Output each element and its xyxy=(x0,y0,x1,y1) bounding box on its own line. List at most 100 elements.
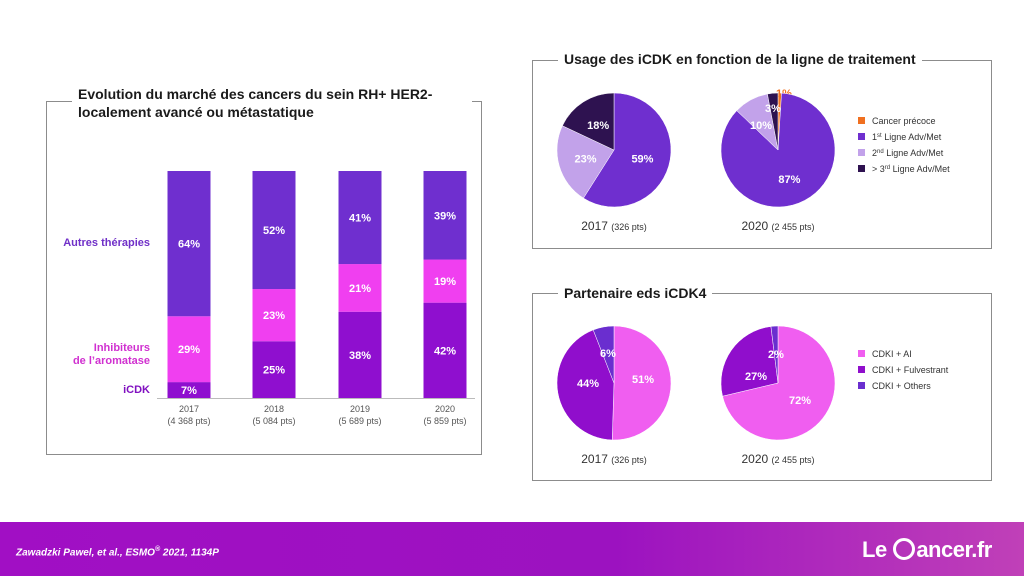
bar-segment xyxy=(423,259,467,303)
pie-caption-year: 2017 xyxy=(581,452,611,466)
bar-value-label: 52% xyxy=(263,225,285,237)
pie-slice-label: 18% xyxy=(587,120,609,132)
pie-slice xyxy=(562,92,615,151)
pie-caption: 2020 (2 455 pts) xyxy=(741,452,814,466)
legend-entry-part: Ligne Adv/Met xyxy=(882,132,942,142)
bar-segment xyxy=(423,302,467,398)
pie-slice xyxy=(611,325,672,441)
pie-slice-label: 3% xyxy=(765,103,781,115)
pie-slice-label: 59% xyxy=(631,153,653,165)
market-title-line2: localement avancé ou métastatique xyxy=(78,104,314,120)
pie-slice xyxy=(556,329,615,441)
pie-slice xyxy=(767,92,779,151)
bar-segment xyxy=(423,171,467,260)
legend-swatch xyxy=(858,117,865,124)
bar-segment xyxy=(252,289,296,342)
pie-caption: 2017 (326 pts) xyxy=(581,219,647,233)
legend-entry-part: Ligne Adv/Met xyxy=(890,164,950,174)
pie-slice-label: 44% xyxy=(577,378,599,390)
x-tick-note: (5 689 pts) xyxy=(338,416,381,426)
bar-segment xyxy=(167,316,211,383)
legend-entry: 1st Ligne Adv/Met xyxy=(872,132,942,142)
market-title-line1: Evolution du marché des cancers du sein … xyxy=(78,86,433,102)
icdk-usage-title: Usage des iCDK en fonction de la ligne d… xyxy=(558,50,922,68)
pie-slice-label: 87% xyxy=(778,174,800,186)
legend-swatch xyxy=(858,382,865,389)
citation-sup: ® xyxy=(154,546,161,553)
series-label-icdk: iCDK xyxy=(123,384,150,396)
bar-value-label: 25% xyxy=(263,365,285,377)
bar-segment xyxy=(338,171,382,265)
x-tick-label: 2020 xyxy=(435,404,455,414)
footer-band xyxy=(0,522,1024,576)
x-tick-label: 2018 xyxy=(264,404,284,414)
legend-swatch xyxy=(858,350,865,357)
legend-swatch xyxy=(858,149,865,156)
bar-value-label: 29% xyxy=(178,344,200,356)
pie-caption-year: 2020 xyxy=(741,219,771,233)
bar-value-label: 64% xyxy=(178,239,200,251)
icdk-partner-title: Partenaire eds iCDK4 xyxy=(558,284,713,302)
legend-swatch xyxy=(858,366,865,373)
pie-slice xyxy=(722,325,836,441)
legend-entry-part: 2 xyxy=(872,148,877,158)
bar-value-label: 21% xyxy=(349,283,371,295)
bar-value-label: 23% xyxy=(263,310,285,322)
legend-entry-part: Ligne Adv/Met xyxy=(884,148,944,158)
pie-slice-label: 6% xyxy=(600,348,616,360)
legend-entry: 2nd Ligne Adv/Met xyxy=(872,148,944,158)
pie-slice-label: 51% xyxy=(632,374,654,386)
bar-segment xyxy=(252,341,296,398)
legend-entry-part: rd xyxy=(885,165,890,171)
legend-entry: > 3rd Ligne Adv/Met xyxy=(872,164,950,174)
citation: Zawadzki Pawel, et al., ESMO® 2021, 1134… xyxy=(16,546,219,558)
bar-value-label: 38% xyxy=(349,350,371,362)
x-tick-note: (4 368 pts) xyxy=(167,416,210,426)
pie-caption-note: (2 455 pts) xyxy=(772,455,815,465)
legend-swatch xyxy=(858,133,865,140)
bar-segment xyxy=(252,171,296,290)
pie-slice-label: 72% xyxy=(789,395,811,407)
pie-slice xyxy=(556,125,615,199)
bar-value-label: 7% xyxy=(181,385,197,397)
pie-slice-label: 27% xyxy=(745,371,767,383)
bar-value-label: 19% xyxy=(434,276,456,288)
icdk-partner-pies: 51% 44% 6% 2017 (326 pts) 72% 27%2% 2020 (2 45… xyxy=(556,325,949,466)
bar-value-label: 39% xyxy=(434,210,456,222)
logo-c-mark xyxy=(893,538,916,560)
legend-entry: CDKI + Fulvestrant xyxy=(872,365,949,375)
bar-segment xyxy=(338,264,382,312)
bar-value-label: 42% xyxy=(434,345,456,357)
lecancer-logo: Le ancer.fr xyxy=(862,537,992,563)
series-label-ia-line1: Inhibiteurs xyxy=(94,342,150,354)
legend-entry: Cancer précoce xyxy=(872,116,936,126)
legend-entry-part: nd xyxy=(877,149,884,155)
x-tick-label: 2017 xyxy=(179,404,199,414)
market-stacked-bar-chart: 7% 29% 64% 2017 (4 368 pts) 25% 23% 52% 2018 (5 0… xyxy=(63,171,475,426)
pie-caption: 2020 (2 455 pts) xyxy=(741,219,814,233)
pie-caption: 2017 (326 pts) xyxy=(581,452,647,466)
citation-tail: 2021, 1134P xyxy=(160,547,219,559)
citation-text: Zawadzki Pawel, et al., ESMO xyxy=(16,547,155,559)
legend-entry: CDKI + AI xyxy=(872,349,912,359)
legend-entry-part: st xyxy=(877,133,882,139)
x-tick-note: (5 084 pts) xyxy=(252,416,295,426)
x-tick-note: (5 859 pts) xyxy=(423,416,466,426)
pie-slice-label: 2% xyxy=(768,349,784,361)
bar-value-label: 41% xyxy=(349,213,371,225)
logo-text-left: Le xyxy=(862,537,887,562)
icdk-usage-pies: 59%23%18%2017 (326 pts)1%87%10%3%2020 (2… xyxy=(556,88,950,233)
x-tick-label: 2019 xyxy=(350,404,370,414)
legend-entry: CDKI + Others xyxy=(872,381,931,391)
pie-caption-note: (2 455 pts) xyxy=(772,222,815,232)
pie-slice-label: 23% xyxy=(575,153,597,165)
pie-slice xyxy=(592,325,615,384)
bar-segment xyxy=(167,382,211,398)
logo-text-right: ancer.fr xyxy=(916,537,992,562)
pie-caption-note: (326 pts) xyxy=(611,222,647,232)
bar-segment xyxy=(338,311,382,398)
icdk-partner-frame xyxy=(532,293,992,481)
legend-entry-part: > 3 xyxy=(872,164,885,174)
pie-caption-note: (326 pts) xyxy=(611,455,647,465)
series-label-autres: Autres thérapies xyxy=(63,237,150,249)
